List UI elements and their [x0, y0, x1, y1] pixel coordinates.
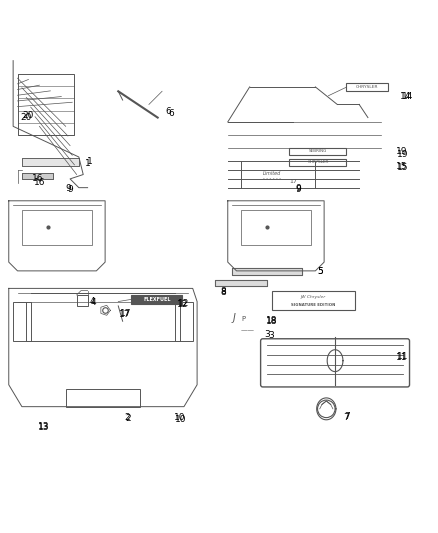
Text: 9: 9 — [295, 185, 301, 195]
Text: 13: 13 — [38, 423, 49, 432]
Text: 9: 9 — [296, 184, 302, 193]
Text: 16: 16 — [32, 174, 43, 182]
Text: 14: 14 — [400, 92, 412, 101]
Text: 1: 1 — [87, 157, 93, 166]
Bar — [215, 280, 267, 286]
Bar — [22, 158, 79, 166]
Text: 10: 10 — [174, 413, 185, 422]
Text: - - - - - -: - - - - - - — [263, 176, 281, 181]
Text: CHRYSLER: CHRYSLER — [355, 85, 378, 90]
Text: Limited: Limited — [263, 171, 281, 175]
Text: 17: 17 — [119, 310, 131, 319]
Text: 4: 4 — [89, 297, 95, 306]
Text: 5: 5 — [317, 267, 323, 276]
Bar — [22, 158, 79, 166]
Text: 15: 15 — [397, 164, 409, 173]
Text: 7: 7 — [344, 412, 350, 421]
Text: 6: 6 — [166, 107, 172, 116]
Bar — [215, 280, 267, 286]
Bar — [232, 268, 302, 275]
Text: 15: 15 — [396, 162, 407, 171]
Text: 18: 18 — [266, 317, 277, 326]
Text: JW Chrysler: JW Chrysler — [300, 295, 326, 299]
Bar — [66, 389, 140, 407]
Text: 3: 3 — [268, 331, 274, 340]
Text: 2: 2 — [124, 413, 130, 422]
Bar — [22, 209, 92, 245]
Text: SEBRING: SEBRING — [309, 149, 328, 154]
Text: 2: 2 — [125, 414, 131, 423]
Text: 18: 18 — [266, 316, 277, 325]
Text: 5: 5 — [317, 267, 323, 276]
Text: 20: 20 — [23, 111, 34, 120]
Text: 12: 12 — [177, 300, 189, 309]
Text: P: P — [241, 316, 245, 322]
Text: ——: —— — [241, 327, 255, 333]
Bar — [289, 148, 346, 155]
Text: 6: 6 — [168, 109, 174, 118]
Text: 17: 17 — [289, 179, 297, 184]
Text: SIGNATURE EDITION: SIGNATURE EDITION — [291, 303, 336, 306]
Text: J: J — [232, 313, 235, 323]
Bar — [232, 268, 302, 275]
Text: 19: 19 — [396, 147, 407, 156]
Text: 19: 19 — [397, 150, 409, 159]
Bar — [272, 290, 355, 310]
Text: 11: 11 — [397, 352, 409, 361]
Text: 10: 10 — [175, 415, 187, 424]
Text: 1: 1 — [85, 159, 91, 168]
Bar — [13, 302, 31, 341]
Text: 9: 9 — [65, 184, 71, 193]
Text: 17: 17 — [120, 309, 132, 318]
Bar — [18, 74, 74, 135]
Text: 12: 12 — [178, 299, 190, 308]
Bar — [289, 159, 346, 166]
Bar — [175, 302, 193, 341]
Text: FLEXFUEL: FLEXFUEL — [143, 297, 170, 302]
Bar — [22, 173, 53, 179]
Text: 16: 16 — [34, 178, 45, 187]
Text: CHRYSLER: CHRYSLER — [308, 160, 329, 164]
Text: 20: 20 — [21, 113, 32, 122]
Bar — [77, 295, 88, 306]
Bar — [131, 295, 182, 304]
Text: 13: 13 — [38, 422, 49, 431]
Text: 7: 7 — [343, 413, 349, 422]
Bar — [22, 173, 53, 179]
Text: 9: 9 — [67, 185, 73, 195]
Text: 8: 8 — [220, 288, 226, 297]
Text: 3: 3 — [264, 330, 270, 339]
Text: 4: 4 — [91, 298, 96, 307]
Bar — [346, 84, 388, 91]
Text: 8: 8 — [220, 287, 226, 296]
Bar — [241, 209, 311, 245]
Text: 11: 11 — [396, 353, 408, 362]
Text: 14: 14 — [402, 92, 413, 101]
